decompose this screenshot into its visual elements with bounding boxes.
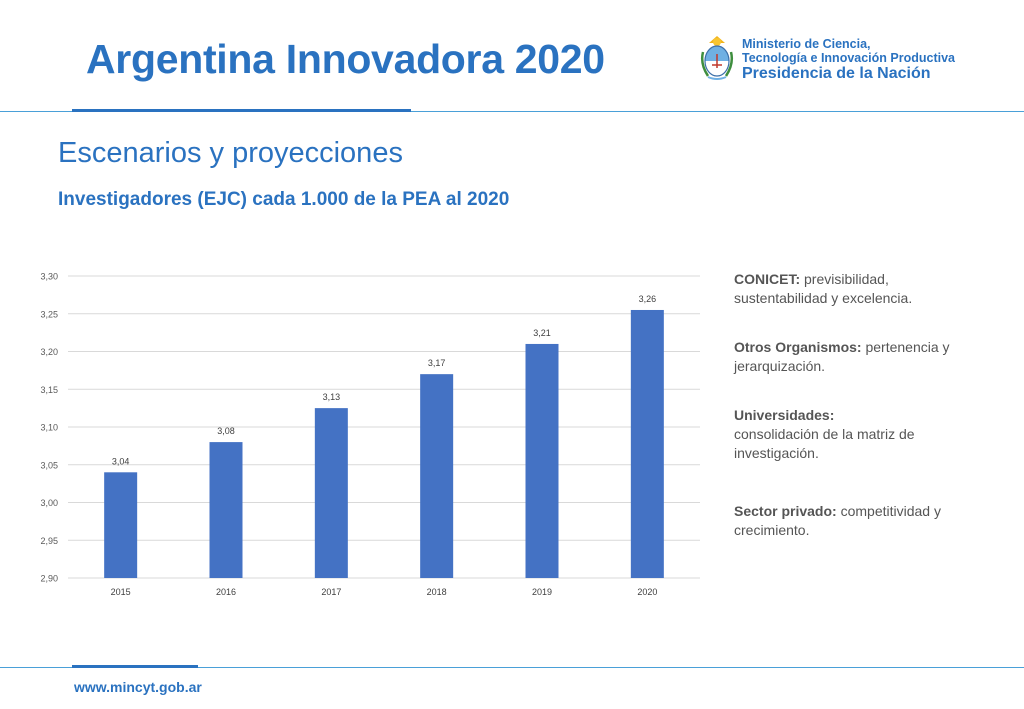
chart-title: Investigadores (EJC) cada 1.000 de la PE…	[58, 189, 510, 210]
logo-line-1: Ministerio de Ciencia,	[742, 37, 871, 51]
y-tick-label: 3,30	[40, 272, 58, 282]
bar	[104, 472, 138, 578]
bar	[420, 374, 454, 578]
note-text: pertenencia y jerarquización.	[734, 339, 950, 374]
footer-divider	[0, 667, 1024, 668]
note-label: Sector privado:	[734, 503, 837, 519]
note-text: consolidación de la matriz de investigac…	[734, 426, 915, 461]
data-label: 3,08	[217, 426, 235, 436]
y-tick-label: 2,95	[40, 536, 58, 546]
header-divider	[0, 111, 1024, 112]
data-label: 3,04	[112, 456, 130, 466]
y-tick-label: 3,15	[40, 385, 58, 395]
note-text: previsibilidad, sustentabilidad y excele…	[734, 271, 913, 306]
x-tick-label: 2019	[532, 587, 552, 597]
y-tick-label: 3,25	[40, 309, 58, 319]
note-label: Otros Organismos:	[734, 339, 862, 355]
logo-line-2: Tecnología e Innovación Productiva	[742, 51, 956, 65]
data-label: 3,13	[323, 392, 341, 402]
page-title: Argentina Innovadora 2020	[86, 36, 605, 82]
y-tick-label: 3,00	[40, 498, 58, 508]
footer-url: www.mincyt.gob.ar	[74, 679, 202, 695]
ministry-logo: Ministerio de Ciencia, Tecnología e Inno…	[700, 34, 970, 86]
data-label: 3,17	[428, 358, 446, 368]
note-otros-organismos: Otros Organismos: pertenencia y jerarqui…	[734, 338, 979, 376]
x-tick-label: 2020	[637, 587, 657, 597]
note-sector-privado: Sector privado: competitividad y crecimi…	[734, 502, 979, 540]
bar	[314, 408, 348, 578]
x-tick-label: 2018	[427, 587, 447, 597]
note-label: CONICET:	[734, 271, 801, 287]
header-divider-accent	[72, 109, 411, 112]
y-tick-label: 3,10	[40, 423, 58, 433]
bar	[630, 309, 664, 578]
y-tick-label: 3,05	[40, 460, 58, 470]
x-tick-label: 2016	[216, 587, 236, 597]
note-conicet: CONICET: previsibilidad, sustentabilidad…	[734, 270, 979, 308]
data-label: 3,26	[639, 294, 657, 304]
bar	[525, 343, 559, 578]
section-subtitle: Escenarios y proyecciones	[58, 137, 403, 169]
bar-chart: 2,90 2,95 3,00 3,05 3,10 3,15 3,20 3,25 3,30 3,04…	[40, 272, 700, 597]
argentina-coat-of-arms-icon	[700, 36, 734, 80]
logo-line-3: Presidencia de la Nación	[742, 65, 931, 82]
bar	[209, 442, 243, 578]
x-tick-label: 2015	[111, 587, 131, 597]
note-text: competitividad y crecimiento.	[734, 503, 941, 538]
y-tick-label: 2,90	[40, 574, 58, 584]
data-label: 3,21	[533, 328, 551, 338]
y-tick-label: 3,20	[40, 347, 58, 357]
x-tick-label: 2017	[321, 587, 341, 597]
footer-divider-accent	[72, 665, 198, 668]
note-universidades: Universidades: consolidación de la matri…	[734, 406, 979, 463]
note-label: Universidades:	[734, 407, 835, 423]
